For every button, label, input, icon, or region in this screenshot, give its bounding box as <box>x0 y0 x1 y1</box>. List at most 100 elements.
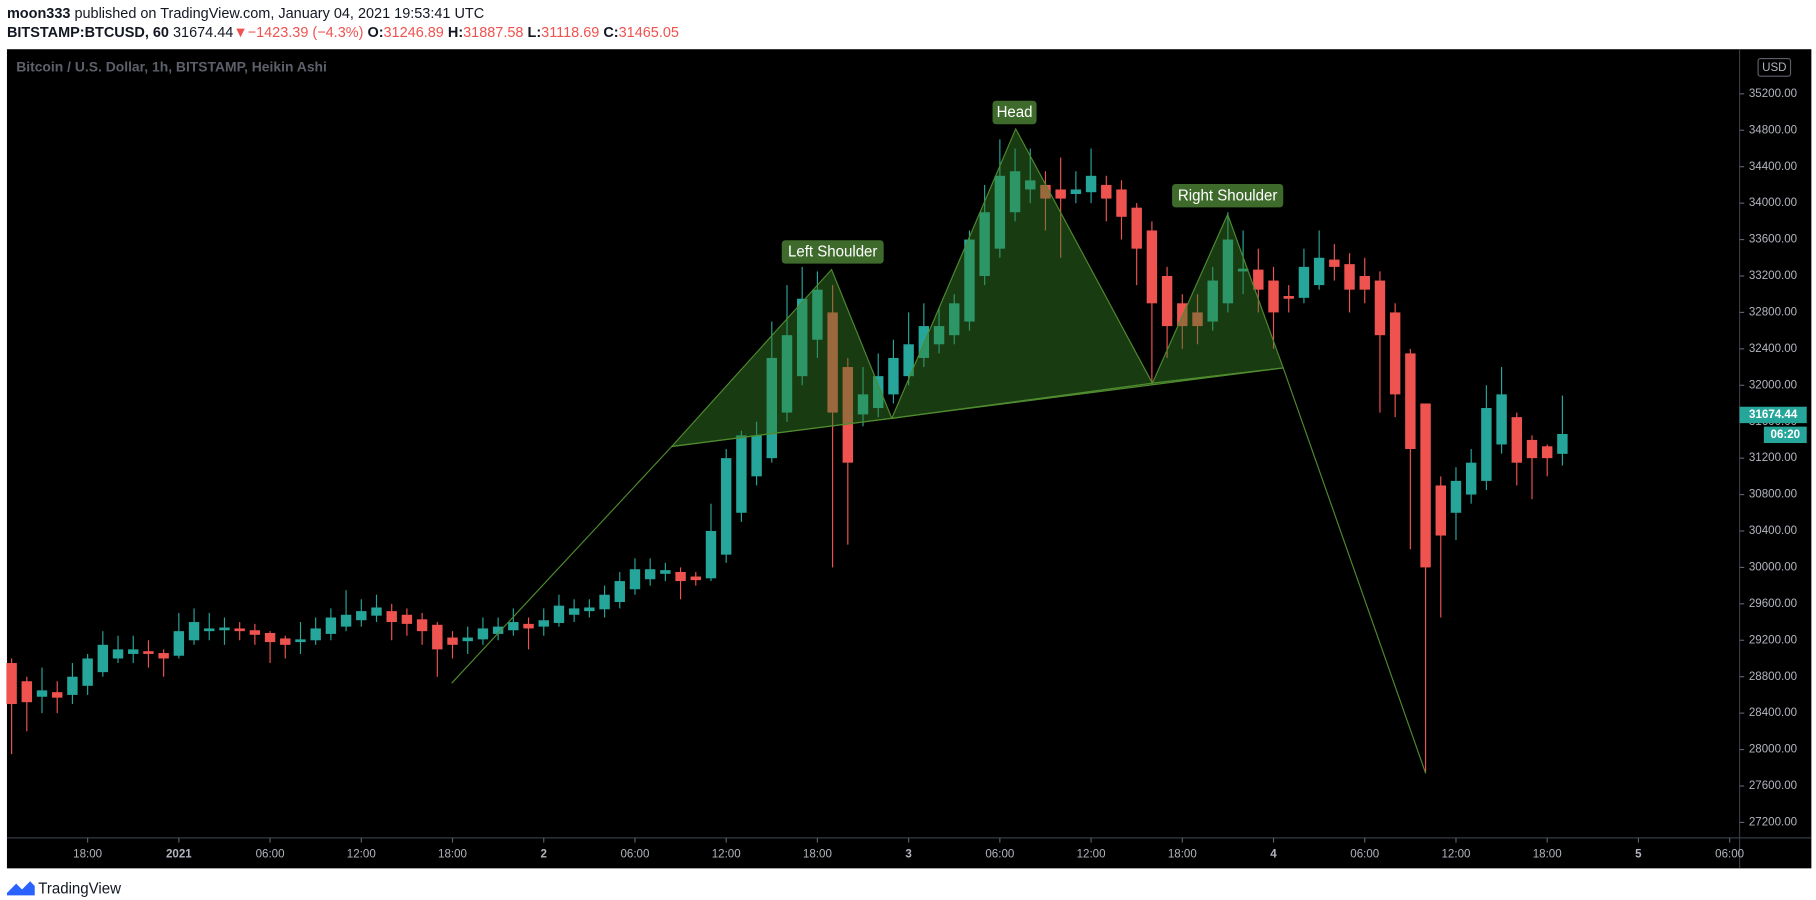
publish-line: moon333 published on TradingView.com, Ja… <box>7 6 484 22</box>
candle-body <box>447 637 458 645</box>
y-tick-label: 28800.00 <box>1749 670 1798 683</box>
label-box <box>781 240 884 264</box>
candle-body <box>1313 257 1325 286</box>
x-tick-label: 12:00 <box>347 847 376 860</box>
neckline-shape <box>671 367 1284 448</box>
y-tick-label: 29600.00 <box>1749 597 1798 610</box>
candle-body <box>1161 275 1173 327</box>
change: −1423.39 (−4.3%) <box>248 25 364 41</box>
currency-box[interactable] <box>1757 58 1792 77</box>
tradingview-logo[interactable] <box>6 881 35 896</box>
candle-body <box>356 611 367 621</box>
candle-body <box>371 607 382 616</box>
y-tick-label: 30000.00 <box>1749 560 1798 573</box>
low-label: L: <box>527 25 541 41</box>
x-tick-label: 18:00 <box>1168 847 1197 860</box>
candle-body <box>1192 312 1203 327</box>
open-label: O: <box>367 25 383 41</box>
y-tick-label: 30800.00 <box>1749 488 1798 501</box>
y-tick-label: 34800.00 <box>1749 123 1798 136</box>
candle-body <box>143 651 154 654</box>
x-tick-label: 12:00 <box>1077 847 1106 860</box>
chart-panel <box>6 49 1812 869</box>
candle-body <box>1207 280 1218 322</box>
candle-body <box>629 569 641 590</box>
candle-body <box>949 303 960 336</box>
x-tick-label: 06:00 <box>985 847 1014 860</box>
candle-body <box>1511 417 1523 463</box>
last-price-text: 31674.44 <box>1749 408 1798 421</box>
candle-body <box>492 626 504 634</box>
y-tick-label: 30400.00 <box>1749 524 1798 537</box>
candle-body <box>82 658 93 686</box>
candle-body <box>720 458 732 555</box>
candle-body <box>1329 259 1340 267</box>
candle-body <box>1465 462 1477 495</box>
y-tick-label: 29200.00 <box>1749 633 1798 646</box>
countdown-text: 06:20 <box>1771 428 1801 441</box>
candle-body <box>1085 175 1097 193</box>
label-box <box>992 100 1037 125</box>
brand[interactable]: TradingView <box>38 880 121 897</box>
low-value: 31118.69 <box>541 25 599 41</box>
x-tick-label: 2021 <box>166 847 192 860</box>
pattern-exit-line <box>1282 367 1427 774</box>
right-shoulder-label: Right Shoulder <box>1178 187 1277 204</box>
candle-body <box>21 681 33 703</box>
candle-body <box>933 326 945 345</box>
candle-body <box>1374 280 1386 336</box>
candle-body <box>188 622 200 641</box>
last-price-tag <box>1739 406 1807 424</box>
candle-body <box>1557 433 1568 454</box>
candle-body <box>508 622 519 631</box>
head-label: Head <box>997 104 1033 121</box>
candle-body <box>295 639 306 643</box>
candle-body <box>401 614 413 624</box>
y-tick-label: 34400.00 <box>1749 160 1798 173</box>
x-tick-label: 12:00 <box>1441 847 1470 860</box>
candle-body <box>979 212 990 276</box>
axes: 27200.00 27600.00 28000.00 28400.00 28800.00… <box>73 87 1797 861</box>
candle-body <box>888 357 899 395</box>
candle-body <box>128 649 139 654</box>
high-label: H: <box>448 25 463 41</box>
high-value: 31887.58 <box>463 25 523 41</box>
candle-body <box>173 631 185 656</box>
candle-body <box>386 611 397 623</box>
candle-body <box>1009 171 1021 213</box>
candle-body <box>1420 403 1431 568</box>
x-tick-label: 5 <box>1635 847 1642 860</box>
candle-body <box>675 571 686 582</box>
open-value: 31246.89 <box>384 25 444 41</box>
label-box <box>1172 183 1284 208</box>
candle-body <box>1496 394 1507 445</box>
candle-body <box>614 581 625 603</box>
published: published on TradingView.com, January 04… <box>74 6 484 22</box>
candle-body <box>1116 189 1127 217</box>
candle-body <box>660 570 671 574</box>
candle-body <box>523 623 534 629</box>
y-tick-label: 35200.00 <box>1749 87 1798 100</box>
x-tick-label: 18:00 <box>803 847 832 860</box>
candle-body <box>903 344 914 377</box>
candle-body <box>1481 408 1492 481</box>
y-tick-label: 28000.00 <box>1749 743 1798 756</box>
close-label: C: <box>603 25 618 41</box>
candle-body <box>1237 268 1249 272</box>
y-tick-label: 31200.00 <box>1749 451 1798 464</box>
x-tick-label: 12:00 <box>712 847 741 860</box>
y-tick-label: 33600.00 <box>1749 233 1798 246</box>
candle-body <box>264 632 276 643</box>
candle-body <box>1283 296 1294 299</box>
currency: USD <box>1762 61 1786 74</box>
candle-body <box>751 435 762 477</box>
countdown-tag <box>1763 426 1807 444</box>
last-price: 31674.44 <box>173 25 233 41</box>
close-value: 31465.05 <box>619 25 679 41</box>
candle-body <box>310 628 321 641</box>
candle-body <box>280 638 291 645</box>
candle-body <box>1222 239 1234 304</box>
candle-body <box>52 692 63 698</box>
candle-body <box>599 594 610 610</box>
candle-body <box>796 298 808 377</box>
